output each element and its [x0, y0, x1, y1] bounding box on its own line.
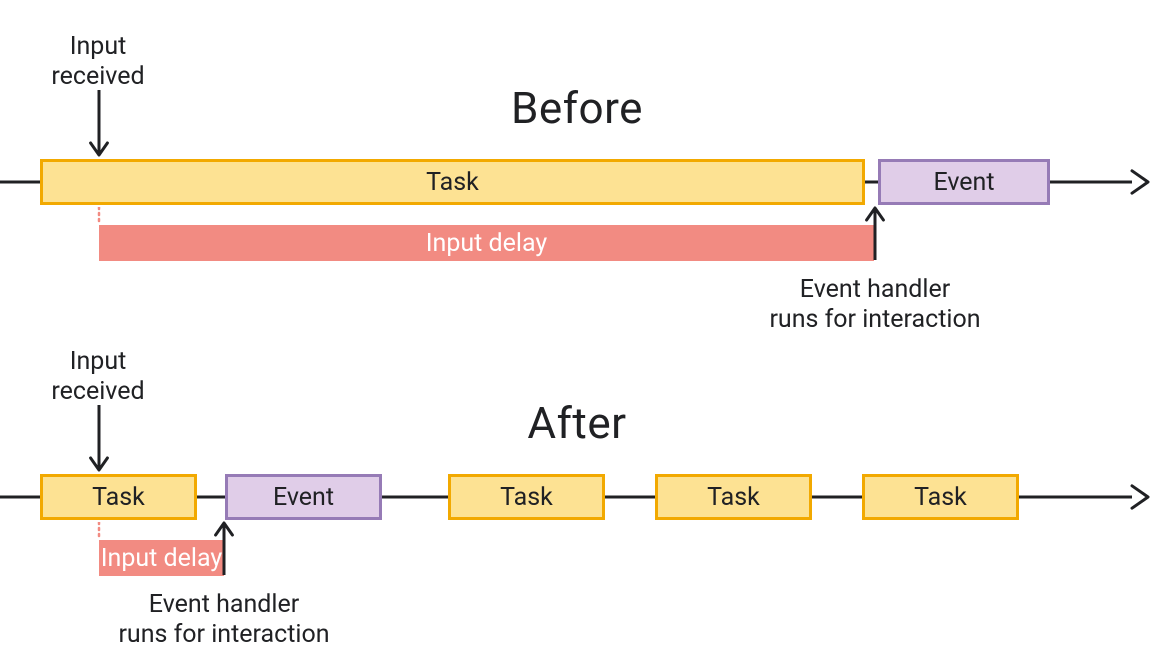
- before-input-received-arrow-icon: [79, 88, 119, 157]
- after-event-handler-label: Event handler runs for interaction: [118, 590, 329, 650]
- input-delay-bar: Input delay: [99, 225, 874, 261]
- dotted-connector: [96, 522, 102, 540]
- task-block-label: Task: [92, 483, 145, 512]
- event-block: Event: [225, 474, 382, 520]
- task-block: Task: [40, 474, 197, 520]
- task-block: Task: [655, 474, 812, 520]
- task-block: Task: [862, 474, 1019, 520]
- before-event-handler-arrow-icon: [855, 206, 895, 262]
- task-block-label: Task: [707, 483, 760, 512]
- event-block-label: Event: [933, 168, 994, 197]
- task-block: Task: [448, 474, 605, 520]
- event-block: Event: [878, 159, 1050, 205]
- input-delay-label: Input delay: [426, 229, 547, 258]
- task-block-label: Task: [914, 483, 967, 512]
- after-title: After: [527, 397, 626, 449]
- task-block-label: Task: [500, 483, 553, 512]
- before-input-received-label: Input received: [51, 32, 144, 92]
- dotted-connector: [96, 207, 102, 225]
- before-event-handler-label: Event handler runs for interaction: [769, 275, 980, 335]
- task-block: Task: [40, 159, 865, 205]
- after-input-received-label: Input received: [51, 347, 144, 407]
- after-event-handler-arrow-icon: [204, 521, 244, 577]
- task-block-label: Task: [426, 168, 479, 197]
- after-input-received-arrow-icon: [79, 403, 119, 472]
- before-title: Before: [511, 82, 643, 134]
- event-block-label: Event: [273, 483, 334, 512]
